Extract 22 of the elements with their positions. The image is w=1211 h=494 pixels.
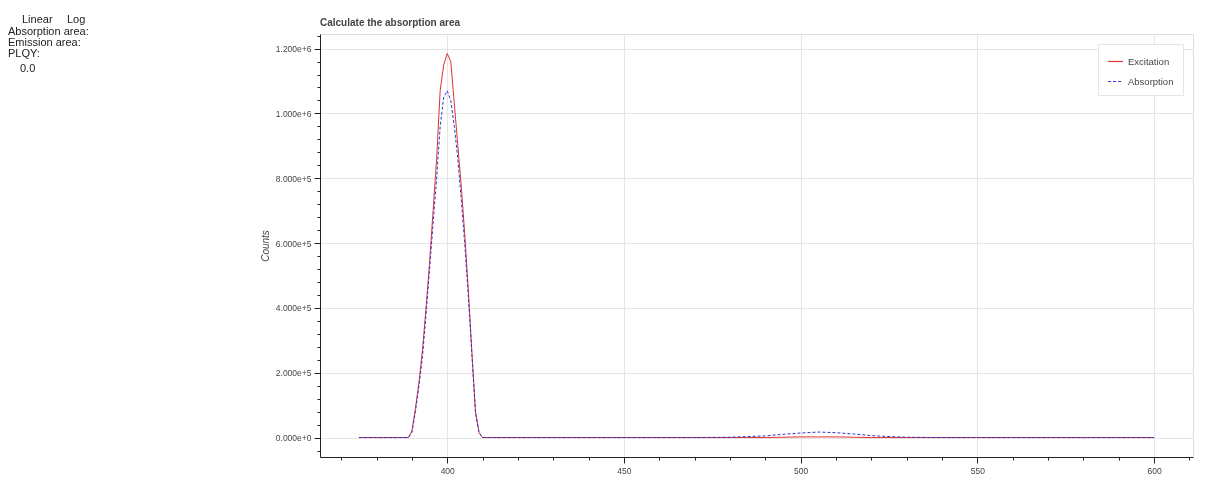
y-tick-label: 1.000e+6 xyxy=(275,108,312,119)
y-tick-label: 1.200e+6 xyxy=(275,44,312,55)
y-tick-label: 2.000e+5 xyxy=(275,368,312,379)
x-tick-label: 450 xyxy=(617,465,632,476)
legend-label: Absorption xyxy=(1128,75,1174,87)
x-tick-label: 400 xyxy=(440,465,456,476)
text: Log xyxy=(67,13,86,25)
y-tick-label: 8.000e+5 xyxy=(275,173,312,184)
legend-label: Excitation xyxy=(1128,55,1170,67)
x-tick-label: 500 xyxy=(794,465,809,476)
x-tick-label: 550 xyxy=(970,465,986,476)
chart-title: Calculate the absorption area xyxy=(320,17,461,28)
y-tick-label: 4.000e+5 xyxy=(275,303,312,314)
y-tick-label: 6.000e+5 xyxy=(275,238,312,249)
y-tick-label: 0.000e+0 xyxy=(275,433,312,444)
x-tick-label: 600 xyxy=(1147,465,1162,476)
text: Emission area: xyxy=(8,36,81,48)
text: Linear xyxy=(22,13,53,25)
text: 0.0 xyxy=(20,62,36,74)
text: PLQY: xyxy=(8,47,40,59)
text: Absorption area: xyxy=(8,25,89,37)
y-axis-title: Counts xyxy=(259,230,271,262)
